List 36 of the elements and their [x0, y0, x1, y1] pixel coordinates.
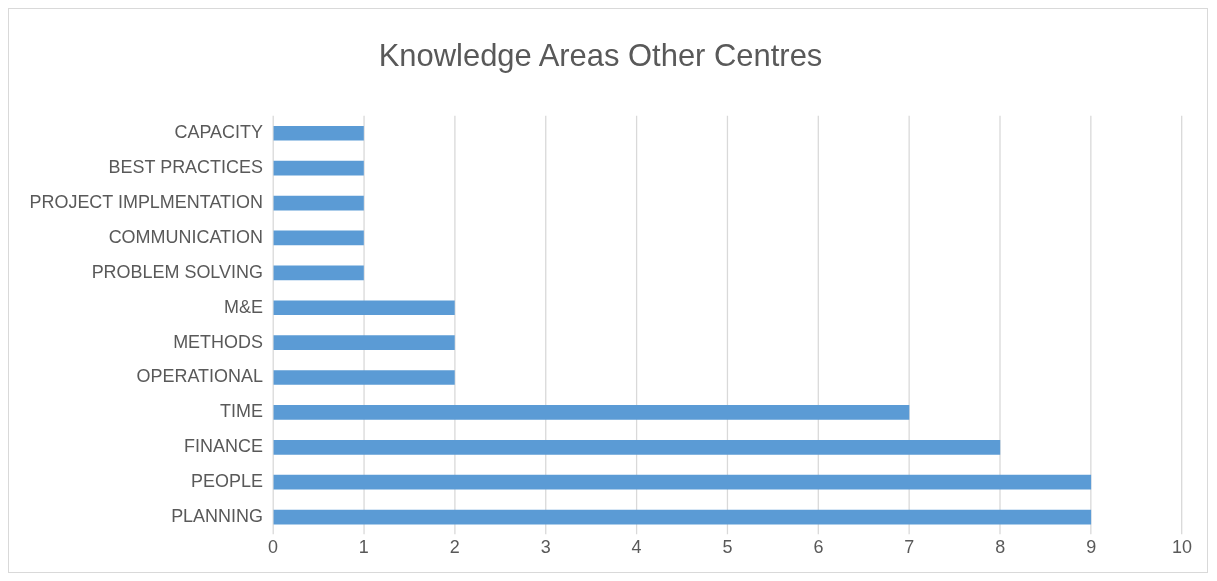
- bar: [273, 265, 364, 281]
- bar: [273, 125, 364, 141]
- bar: [273, 335, 455, 350]
- y-tick-label: PROJECT IMPLMENTATION: [29, 192, 263, 212]
- x-tick-label: 1: [358, 537, 369, 558]
- x-tick-label: 10: [1172, 537, 1193, 558]
- y-tick-label: PEOPLE: [191, 471, 263, 492]
- bar: [273, 230, 364, 246]
- x-tick-label: 7: [904, 537, 915, 558]
- x-tick-label: 8: [995, 537, 1006, 558]
- x-tick-label: 4: [631, 537, 642, 558]
- bar: [273, 300, 455, 316]
- bar: [273, 160, 364, 176]
- x-tick-label: 2: [449, 537, 460, 558]
- x-tick-label: 3: [540, 537, 551, 558]
- y-tick-label: CAPACITY: [174, 122, 263, 143]
- bar: [273, 474, 1092, 490]
- x-tick-label: 9: [1086, 537, 1097, 558]
- x-tick-label: 0: [267, 537, 278, 558]
- y-tick-label: PLANNING: [171, 506, 263, 527]
- bar: [273, 509, 1092, 525]
- y-tick-label: METHODS: [173, 331, 263, 352]
- y-tick-label: PROBLEM SOLVING: [91, 261, 263, 282]
- y-tick-label: FINANCE: [184, 436, 263, 457]
- y-tick-label: TIME: [220, 401, 263, 422]
- bar: [273, 195, 364, 211]
- bar: [273, 439, 1001, 455]
- bar: [273, 370, 455, 385]
- x-tick-label: 6: [813, 537, 824, 558]
- bar: [273, 405, 910, 420]
- chart-title: Knowledge Areas Other Centres: [378, 37, 823, 73]
- y-tick-label: COMMUNICATION: [108, 226, 263, 247]
- y-tick-label: BEST PRACTICES: [108, 157, 263, 178]
- x-tick-label: 5: [722, 537, 733, 558]
- y-tick-label: OPERATIONAL: [136, 366, 263, 387]
- y-tick-label: M&E: [224, 296, 263, 317]
